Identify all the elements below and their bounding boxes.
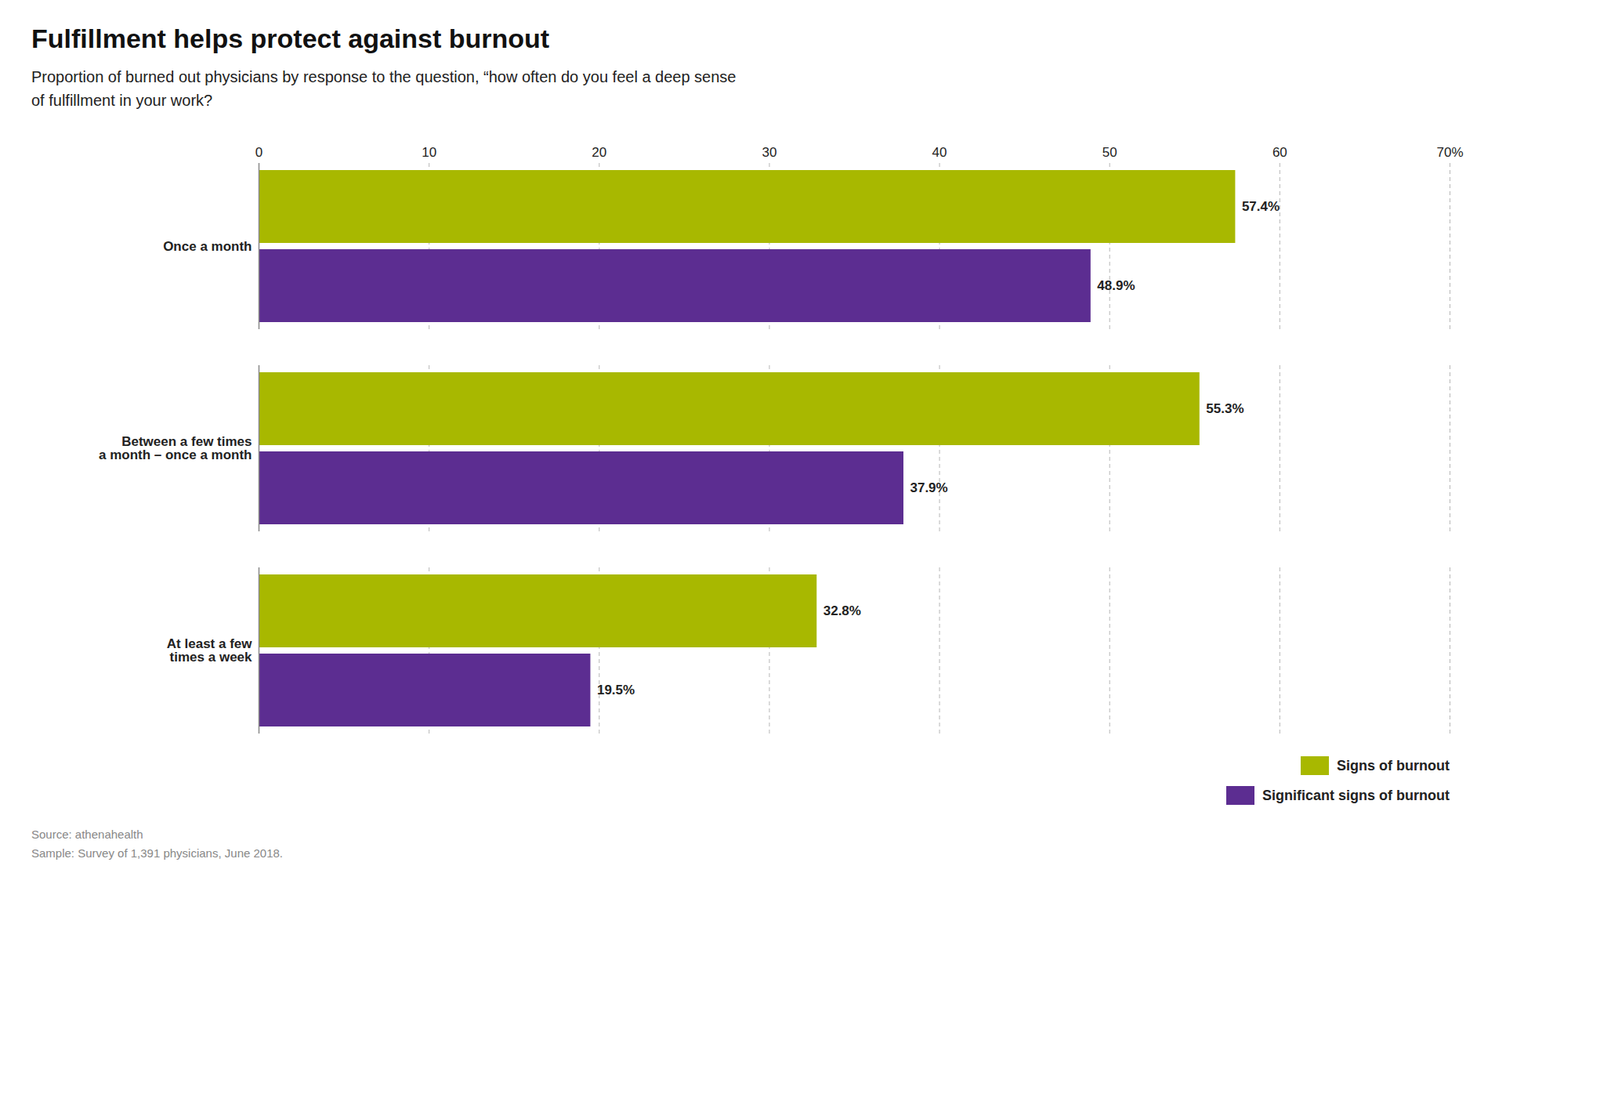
- html-text:Signs of burnout: Signs of burnout: [1336, 757, 1450, 773]
- svg-text:37.9%: 37.9%: [909, 480, 948, 496]
- svg-text:55.3%: 55.3%: [1205, 401, 1244, 417]
- html-text:Source: athenahealth Sample: S: Source: athenahealth Sample: Survey of 1…: [31, 827, 283, 860]
- svg-text:20: 20: [591, 144, 607, 160]
- svg-text:70%: 70%: [1436, 144, 1463, 160]
- svg-text:50: 50: [1102, 144, 1118, 160]
- html-text:Significant signs of burnout: Significant signs of burnout: [1262, 787, 1450, 803]
- svg-text:48.9%: 48.9%: [1096, 278, 1135, 294]
- svg-text:30: 30: [761, 144, 777, 160]
- svg-text:32.8%: 32.8%: [823, 603, 862, 619]
- svg-text:0: 0: [255, 144, 263, 160]
- svg-text:60: 60: [1272, 144, 1288, 160]
- svg-text:19.5%: 19.5%: [597, 682, 635, 698]
- svg-text:40: 40: [932, 144, 948, 160]
- svg-text:Once a month: Once a month: [162, 238, 252, 254]
- svg-text:Between a few timesa month – o: Between a few timesa month – once a mont…: [98, 434, 253, 463]
- svg-text:At least a fewtimes a week: At least a fewtimes a week: [166, 636, 253, 665]
- svg-text:10: 10: [421, 144, 437, 160]
- svg-text:57.4%: 57.4%: [1241, 199, 1280, 214]
- html-text:Proportion of burned out physi: Proportion of burned out physicians by r…: [31, 68, 737, 109]
- html-text:Fulfillment helps protect agai: Fulfillment helps protect against burnou…: [31, 23, 550, 54]
